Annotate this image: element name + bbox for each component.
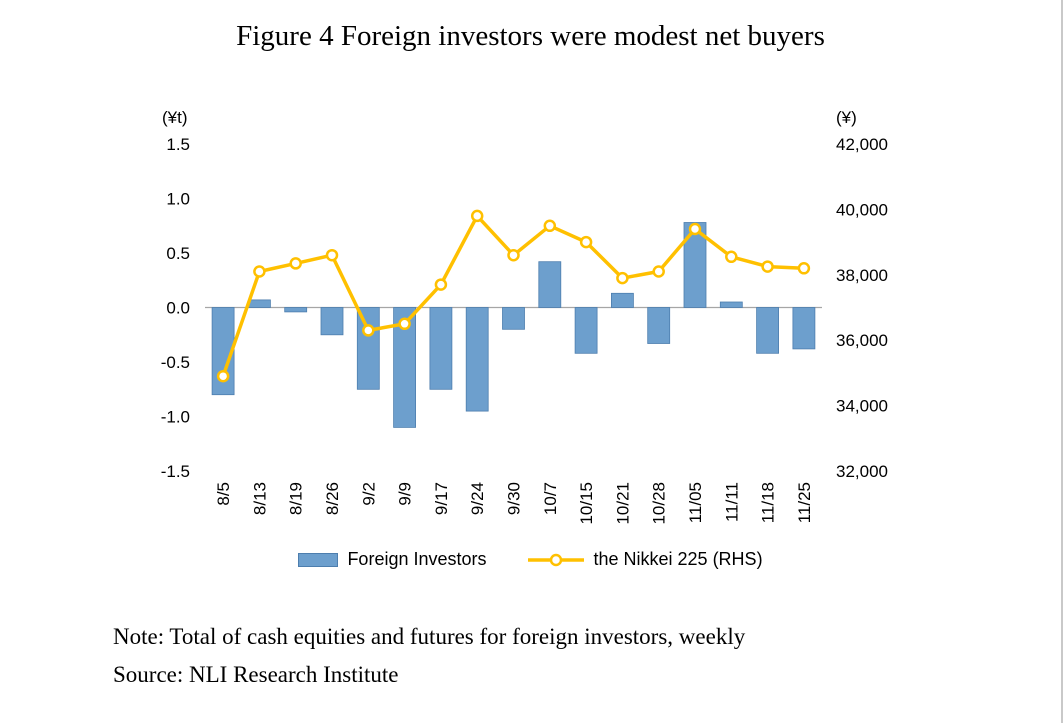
right-tick-label: 42,000 [836,135,888,154]
chart-legend: Foreign Investors the Nikkei 225 (RHS) [0,549,1061,570]
nikkei-marker-8/13 [253,265,266,278]
note-text: Note: Total of cash equities and futures… [113,624,746,649]
x-tick-label: 8/26 [323,482,342,515]
nikkei-marker-9/24 [470,209,484,223]
line-swatch-icon [527,552,585,568]
nikkei-marker-8/19 [289,257,302,270]
x-tick-label: 10/28 [650,482,669,525]
left-tick-label: 0.0 [166,299,190,318]
x-tick-label: 11/05 [686,482,705,523]
x-tick-label: 9/30 [505,482,524,515]
right-tick-label: 40,000 [836,200,888,219]
bar-11/18 [756,307,779,354]
bar-10/28 [647,307,671,344]
x-tick-label: 10/7 [541,482,560,515]
legend-item-line: the Nikkei 225 (RHS) [527,549,763,570]
nikkei-marker-9/2 [362,324,375,337]
x-tick-label: 10/21 [613,482,632,525]
source-text: Source: NLI Research Institute [113,662,399,687]
x-tick-label: 9/2 [359,482,378,506]
nikkei-marker-8/5 [216,369,230,383]
left-tick-label: -1.5 [161,462,190,481]
right-axis-unit: (¥) [836,108,857,127]
x-tick-label: 8/19 [287,482,306,515]
plot-area: 1.5 1.0 0.5 0.0 -0.5 -1.0 -1.5 42,000 40,000 38,0… [161,135,888,525]
nikkei-marker-11/25 [797,262,811,275]
bar-11/11 [719,301,743,308]
nikkei-marker-11/18 [761,260,774,273]
x-tick-label: 9/17 [432,482,451,515]
right-tick-label: 32,000 [836,462,888,481]
x-tick-label: 11/11 [722,482,741,522]
bar-8/13 [247,299,271,308]
bar-9/30 [502,307,525,330]
bar-9/24 [465,307,489,412]
left-tick-label: 1.0 [166,190,190,209]
figure-title: Figure 4 Foreign investors were modest n… [236,20,825,52]
x-tick-label: 11/18 [759,482,778,523]
left-tick-label: 0.5 [166,244,190,263]
right-tick-label: 34,000 [836,397,888,416]
bar-9/17 [429,307,453,390]
bar-10/7 [538,261,562,308]
bar-10/15 [574,307,598,354]
nikkei-marker-11/11 [725,250,738,264]
nikkei-marker-10/28 [652,265,665,278]
footnotes: Note: Total of cash equities and futures… [113,618,745,694]
legend-marker-sample [549,553,562,566]
nikkei-marker-11/05 [688,222,702,236]
x-tick-label: 10/15 [577,482,596,525]
nikkei-marker-9/30 [507,248,520,262]
nikkei-marker-9/9 [398,317,411,331]
left-tick-label: -1.0 [161,408,190,427]
x-tick-label: 9/24 [468,482,487,515]
legend-item-bar: Foreign Investors [298,549,487,570]
bar-8/5 [211,307,235,396]
left-axis-unit: (¥t) [162,108,188,127]
legend-line-label: the Nikkei 225 (RHS) [593,549,763,569]
nikkei-marker-10/21 [616,271,629,285]
right-tick-label: 36,000 [836,331,888,350]
left-tick-label: 1.5 [166,135,190,154]
bar-8/19 [284,307,308,313]
left-tick-label: -0.5 [161,353,190,372]
bar-8/26 [320,307,344,336]
x-tick-label: 9/9 [396,482,415,506]
bar-9/2 [356,307,380,390]
nikkei-marker-9/17 [434,278,448,291]
nikkei-marker-10/7 [543,219,557,233]
x-tick-label: 11/25 [795,482,814,523]
right-tick-label: 38,000 [836,266,888,285]
nikkei-marker-10/15 [579,235,593,249]
bar-swatch-icon [298,552,339,567]
combo-chart: (¥t) (¥) 1.5 1.0 0.5 0.0 -0.5 -1.0 -1.5 42,000 4… [161,108,888,525]
bar-11/25 [792,307,816,350]
legend-bar-label: Foreign Investors [347,549,487,569]
bar-9/9 [393,307,417,428]
nikkei-marker-8/26 [325,248,339,262]
nikkei-line [221,214,804,377]
x-tick-label: 8/13 [250,482,269,515]
x-tick-label: 8/5 [214,482,233,506]
bar-10/21 [611,292,634,308]
bar-11/05 [683,222,707,308]
